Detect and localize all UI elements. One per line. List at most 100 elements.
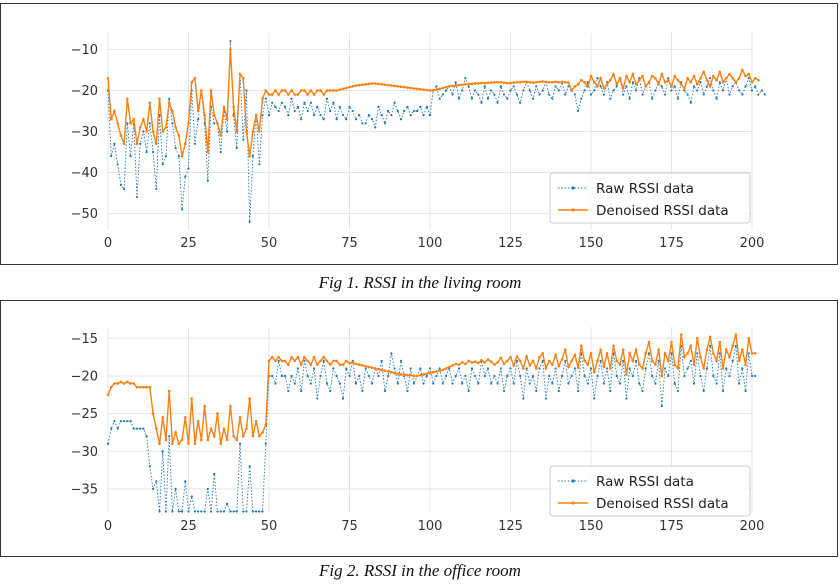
chart1-denoised-point	[705, 78, 709, 82]
chart1-raw-point	[689, 101, 692, 104]
chart1-denoised-point	[615, 83, 619, 86]
chart2-denoised-point	[309, 363, 313, 366]
chart2-raw-point	[238, 442, 242, 445]
chart2-denoised-point	[364, 364, 367, 368]
chart1-denoised-point	[200, 89, 203, 92]
chart1-denoised-point	[409, 86, 412, 90]
chart1-legend-marker	[571, 186, 575, 190]
chart2-raw-point	[287, 389, 290, 393]
chart2-raw-point	[473, 374, 477, 378]
chart2-denoised-point	[367, 365, 371, 369]
chart2-denoised-point	[409, 373, 412, 377]
chart2-denoised-point	[167, 389, 171, 393]
chart1-raw-point	[728, 93, 731, 96]
chart1-denoised-point	[190, 80, 194, 84]
chart2-raw-point	[551, 382, 554, 385]
chart2-raw-point	[264, 442, 267, 445]
chart1-raw-point	[290, 97, 293, 100]
chart2-denoised-point	[557, 364, 561, 368]
chart1-denoised-point	[174, 126, 177, 129]
chart2-raw-point	[116, 427, 119, 430]
chart1-denoised-point	[464, 83, 467, 86]
chart2-denoised-point	[451, 364, 454, 367]
chart2-raw-point	[312, 367, 316, 370]
chart2-denoised-point	[335, 359, 338, 363]
chart2-raw-point	[548, 374, 551, 378]
chart1-raw-point	[454, 81, 457, 84]
chart1-denoised-point	[393, 84, 396, 88]
chart2-raw-point	[457, 367, 461, 370]
chart1-denoised-point	[180, 154, 184, 158]
chart1-denoised-point	[560, 80, 564, 84]
chart2-denoised-point	[109, 385, 113, 389]
chart1-raw-point	[383, 122, 387, 125]
chart1-denoised-point	[151, 130, 155, 133]
chart1-raw-point	[754, 85, 757, 88]
chart1-raw-point	[390, 113, 393, 117]
chart2-denoised-point	[580, 344, 583, 348]
chart1-raw-point	[502, 93, 506, 96]
chart2-denoised-point	[518, 359, 522, 363]
chart2-denoised-point	[338, 363, 342, 366]
chart2-raw-point	[702, 389, 705, 393]
chart1-denoised-point	[621, 87, 625, 90]
chart2-raw-point	[663, 367, 667, 370]
chart2-denoised-point	[428, 371, 432, 375]
chart2-denoised-point	[267, 359, 271, 363]
chart1-denoised-point	[744, 74, 747, 78]
chart2-denoised-point	[666, 359, 670, 363]
chart1-denoised-point	[193, 76, 197, 80]
chart1-denoised-point	[586, 85, 590, 88]
chart1-denoised-point	[309, 89, 313, 92]
chart2-denoised-point	[741, 348, 744, 351]
chart1-denoised-point	[258, 130, 261, 133]
chart2-denoised-point	[161, 416, 165, 419]
chart2-denoised-point	[663, 352, 667, 355]
chart2-xtick-label: 125	[498, 519, 523, 534]
chart1-xtick-label: 175	[659, 236, 684, 251]
chart2-raw-point	[161, 450, 164, 453]
chart1-denoised-point	[737, 76, 741, 80]
chart2-raw-point	[544, 397, 548, 400]
chart2-legend: Raw RSSI data Denoised RSSI data	[549, 465, 751, 517]
chart1-raw-point	[686, 93, 689, 96]
chart1-denoised-point	[602, 87, 606, 90]
chart2-raw-point	[519, 374, 522, 378]
chart2-denoised-point	[258, 434, 261, 438]
chart1-raw-point	[741, 93, 744, 96]
chart1-denoised-point	[396, 85, 400, 88]
chart2-raw-point	[332, 367, 335, 370]
chart1-raw-point	[235, 146, 238, 150]
chart2-denoised-point	[328, 363, 332, 366]
chart2-raw-point	[725, 367, 728, 370]
chart1-raw-point	[293, 109, 296, 113]
chart2-raw-point	[412, 382, 415, 385]
chart2-raw-point	[158, 510, 161, 513]
chart2-raw-point	[528, 382, 531, 385]
chart2-raw-point	[390, 352, 393, 355]
chart2-denoised-point	[142, 385, 145, 389]
chart2-denoised-point	[419, 373, 422, 377]
chart2-raw-point	[399, 359, 403, 362]
chart1-raw-point	[702, 93, 705, 96]
chart2-raw-point	[631, 374, 634, 378]
chart2-raw-point	[113, 420, 116, 423]
chart2-raw-point	[213, 472, 216, 475]
chart2-raw-point	[206, 487, 209, 490]
chart2-raw-point	[180, 510, 184, 513]
chart2-denoised-point	[341, 363, 345, 366]
chart2-denoised-point	[422, 373, 425, 376]
chart1-raw-point	[332, 101, 335, 104]
chart2-denoised-point	[489, 360, 493, 363]
chart2-denoised-point	[737, 359, 741, 363]
chart2-denoised-point	[650, 359, 654, 363]
chart1-denoised-point	[473, 82, 477, 85]
chart1-raw-point	[309, 101, 312, 104]
chart1-denoised-point	[373, 82, 377, 85]
chart1-raw-point	[151, 150, 155, 154]
chart1-denoised-point	[676, 78, 680, 82]
chart1-denoised-point	[660, 72, 664, 76]
chart1-denoised-point	[612, 72, 615, 76]
chart1-raw-point	[577, 109, 580, 113]
chart2-raw-point	[638, 382, 641, 385]
